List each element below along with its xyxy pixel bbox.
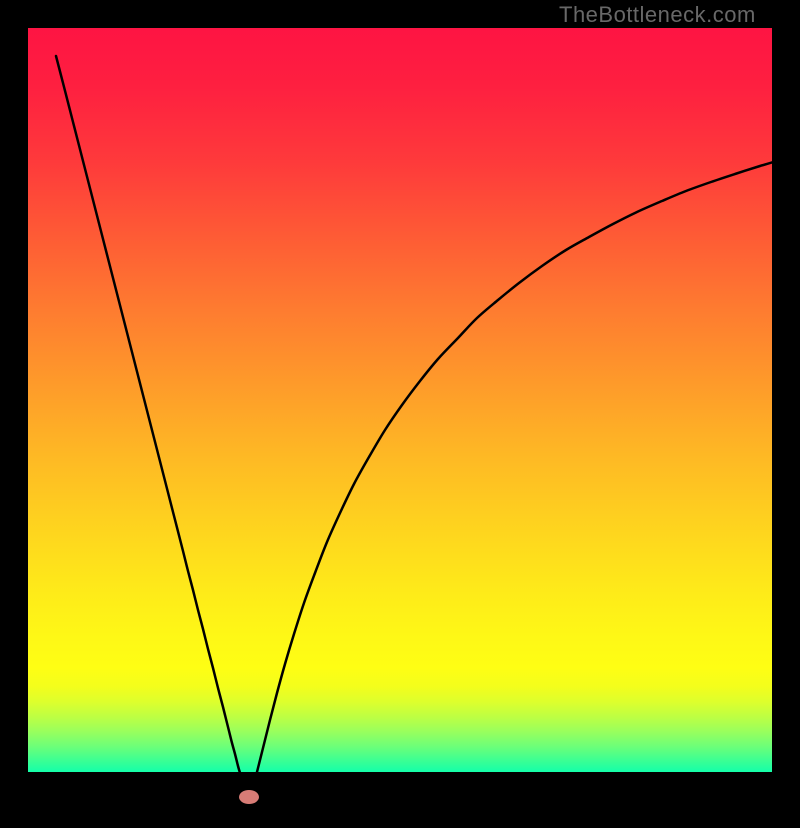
plot-area bbox=[28, 28, 772, 772]
chart-frame: TheBottleneck.com bbox=[0, 0, 800, 800]
watermark-text: TheBottleneck.com bbox=[559, 2, 756, 28]
bottleneck-curve bbox=[56, 56, 800, 798]
curve-svg bbox=[28, 28, 800, 828]
min-point-marker bbox=[239, 790, 259, 804]
